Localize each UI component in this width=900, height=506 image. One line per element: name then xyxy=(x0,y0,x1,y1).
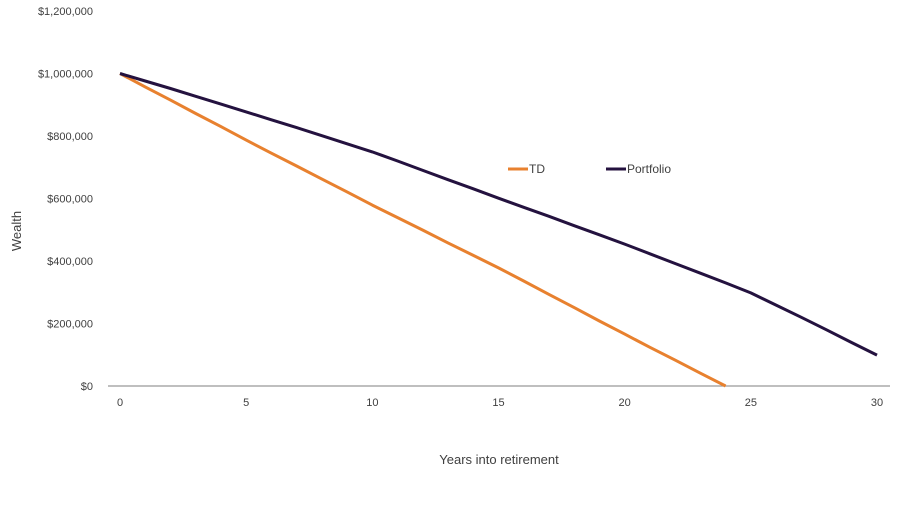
x-tick-label: 25 xyxy=(745,397,757,409)
x-tick-label: 10 xyxy=(366,397,378,409)
x-tick-label: 0 xyxy=(117,397,123,409)
legend-item-portfolio: Portfolio xyxy=(606,162,671,176)
legend-item-td: TD xyxy=(508,162,545,176)
y-axis-label: Wealth xyxy=(9,211,24,251)
y-tick-label: $1,200,000 xyxy=(38,6,93,18)
legend-label: TD xyxy=(529,162,545,176)
y-tick-label: $400,000 xyxy=(47,256,93,268)
series-line-portfolio xyxy=(119,72,878,357)
legend-label: Portfolio xyxy=(627,162,671,176)
y-tick-label: $0 xyxy=(81,381,93,393)
x-tick-label: 20 xyxy=(619,397,631,409)
x-tick-label: 5 xyxy=(243,397,249,409)
y-tick-label: $1,000,000 xyxy=(38,69,93,81)
x-tick-label: 15 xyxy=(492,397,504,409)
y-tick-label: $200,000 xyxy=(47,319,93,331)
x-tick-label: 30 xyxy=(871,397,883,409)
x-axis-label: Years into retirement xyxy=(439,452,559,467)
series-line-td xyxy=(119,72,727,388)
y-tick-label: $800,000 xyxy=(47,131,93,143)
y-tick-label: $600,000 xyxy=(47,194,93,206)
